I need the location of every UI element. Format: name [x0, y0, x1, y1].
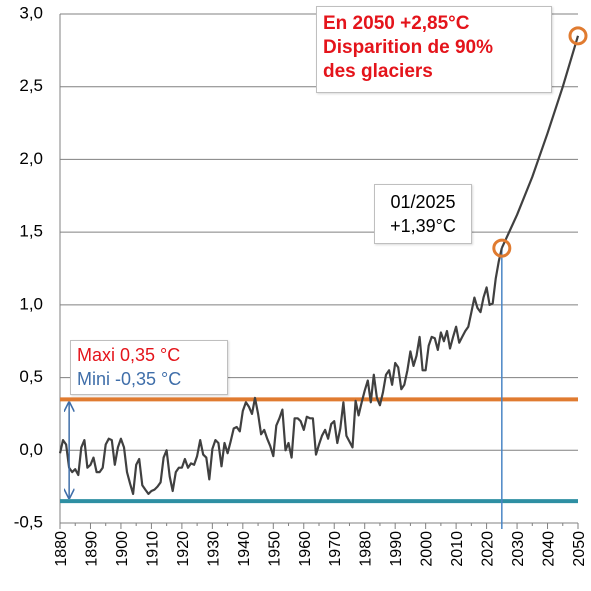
x-tick-label: 2030	[510, 531, 527, 567]
y-tick-label: 0,5	[19, 367, 43, 386]
annotation-2050-line-2: Disparition de 90%	[323, 37, 493, 58]
x-tick-label: 1900	[114, 531, 131, 567]
x-tick-label: 1980	[358, 531, 375, 567]
y-tick-label: 3,0	[19, 3, 43, 22]
x-tick-label: 1970	[327, 531, 344, 567]
annotation-2050-line-3: des glaciers	[323, 61, 433, 82]
y-tick-label: 1,0	[19, 294, 43, 313]
annotation-2050: En 2050 +2,85°C Disparition de 90% des g…	[316, 6, 552, 93]
x-tick-label: 1910	[144, 531, 161, 567]
series-line	[500, 35, 580, 249]
y-axis-ticks: 3,0 2,5 2,0 1,5 1,0 0,5 0,0 -0,5	[14, 3, 43, 531]
circle-marker	[492, 238, 512, 258]
circle-marker	[568, 26, 588, 46]
x-tick-label: 1880	[53, 531, 70, 567]
x-tick-label: 2020	[480, 531, 497, 567]
x-tick-label: 2010	[449, 531, 466, 567]
y-tick-label: 2,5	[19, 76, 43, 95]
x-tick-label: 1930	[205, 531, 222, 567]
x-tick-label: 1990	[388, 531, 405, 567]
y-tick-label: 0,0	[19, 440, 43, 459]
x-tick-label: 1940	[236, 531, 253, 567]
y-tick-label: -0,5	[14, 512, 43, 531]
x-tick-label: 2050	[571, 531, 588, 567]
annotation-2025-date: 01/2025	[390, 192, 456, 212]
x-tick-label: 1890	[83, 531, 100, 567]
mini-label: Mini -0,35 °C	[77, 369, 182, 389]
x-tick-label: 1920	[175, 531, 192, 567]
series-line	[58, 247, 503, 495]
series-lines	[58, 35, 580, 495]
y-tick-label: 1,5	[19, 222, 43, 241]
annotation-2050-line-1: En 2050 +2,85°C	[323, 13, 470, 34]
x-tick-label: 2040	[541, 531, 558, 567]
x-axis-ticks: 1880 1890 1900 1910 1920 1930 1940 1950 1960 1970…	[53, 523, 588, 567]
reference-lines	[60, 397, 578, 504]
limits-legend: Maxi 0,35 °C Mini -0,35 °C	[70, 340, 228, 395]
x-tick-label: 2000	[419, 531, 436, 567]
annotation-2025: 01/2025 +1,39°C	[374, 184, 472, 244]
x-tick-label: 1960	[297, 531, 314, 567]
y-tick-label: 2,0	[19, 149, 43, 168]
circle-markers	[492, 26, 588, 258]
annotation-2025-value: +1,39°C	[390, 216, 456, 236]
maxi-label: Maxi 0,35 °C	[77, 345, 181, 365]
x-tick-label: 1950	[266, 531, 283, 567]
